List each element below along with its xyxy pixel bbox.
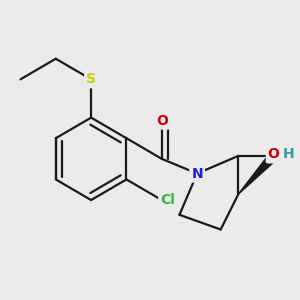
Text: Cl: Cl: [160, 193, 175, 207]
Text: S: S: [86, 72, 96, 86]
Polygon shape: [238, 153, 277, 194]
Text: O: O: [156, 114, 168, 128]
Text: H: H: [283, 147, 294, 161]
Text: O: O: [268, 147, 280, 161]
Text: N: N: [191, 167, 203, 181]
